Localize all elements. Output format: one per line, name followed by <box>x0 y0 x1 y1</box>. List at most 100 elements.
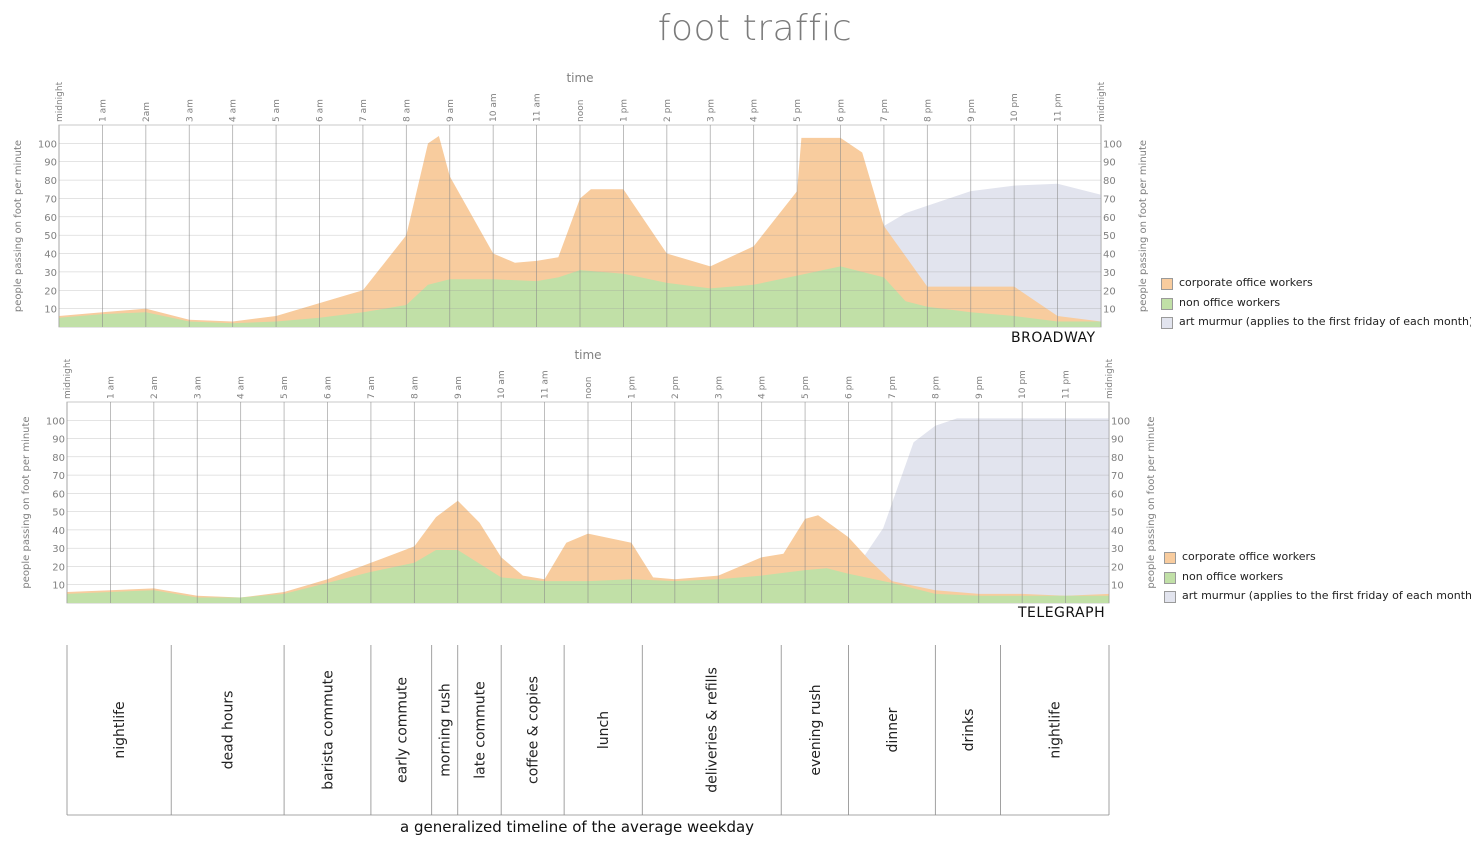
timeline-segment-label: nightlife <box>112 701 128 758</box>
y-tick-label-right: 30 <box>1111 544 1124 555</box>
legend-label-corporate: corporate office workers <box>1179 276 1313 289</box>
y-tick-label-right: 80 <box>1103 176 1116 187</box>
x-tick-label: 9 pm <box>975 376 985 399</box>
y-tick-label-left: 70 <box>52 471 65 482</box>
timeline-caption: a generalized timeline of the average we… <box>400 818 755 836</box>
x-tick-label: 1 am <box>106 376 116 399</box>
x-tick-label: 5 am <box>280 376 290 399</box>
y-tick-label-right: 70 <box>1111 471 1124 482</box>
y-tick-label-right: 70 <box>1103 194 1116 205</box>
x-tick-label: 10 am <box>497 370 507 399</box>
y-tick-label-right: 60 <box>1111 489 1124 500</box>
timeline-segment-label: dinner <box>885 707 901 752</box>
x-tick-label: 4 pm <box>750 99 760 122</box>
timeline-segment-label: deliveries & refills <box>705 667 721 793</box>
legend-label-non-office: non office workers <box>1182 570 1284 583</box>
timeline-segment-label: nightlife <box>1048 701 1064 758</box>
y-tick-label-left: 10 <box>52 581 65 592</box>
y-tick-label-right: 100 <box>1103 139 1122 150</box>
y-tick-label-right: 40 <box>1111 526 1124 537</box>
x-tick-label: 1 am <box>98 99 108 122</box>
x-tick-label: 7 am <box>359 99 369 122</box>
x-tick-label: 11 pm <box>1054 93 1064 122</box>
x-tick-label: 2am <box>142 102 152 122</box>
x-tick-label: noon <box>584 377 594 399</box>
x-tick-label: 5 pm <box>801 376 811 399</box>
y-tick-label-right: 10 <box>1111 581 1124 592</box>
y-tick-label-left: 20 <box>44 286 57 297</box>
timeline-segment-label: drinks <box>961 709 977 752</box>
legend-label-art-murmur: art murmur (applies to the first friday … <box>1179 315 1471 328</box>
timeline-segment-label: barista commute <box>321 670 337 789</box>
x-tick-label: 7 pm <box>888 376 898 399</box>
y-tick-label-right: 20 <box>1103 286 1116 297</box>
x-tick-label: 5 pm <box>793 99 803 122</box>
y-tick-label-left: 60 <box>44 213 57 224</box>
y-tick-label-left: 90 <box>52 435 65 446</box>
x-tick-label: 10 am <box>489 93 499 122</box>
x-tick-label: 3 pm <box>714 376 724 399</box>
y-tick-label-right: 50 <box>1111 508 1124 519</box>
x-tick-label: 8 am <box>410 376 420 399</box>
legend-label-art-murmur: art murmur (applies to the first friday … <box>1182 589 1471 602</box>
x-tick-label: 7 pm <box>880 99 890 122</box>
station-label-telegraph: TELEGRAPH <box>1018 605 1106 621</box>
x-tick-label: 11 am <box>533 93 543 122</box>
x-tick-label: 5 am <box>272 99 282 122</box>
station-label-broadway: BROADWAY <box>1011 330 1096 346</box>
x-tick-label: 8 pm <box>923 99 933 122</box>
x-tick-label: midnight <box>1105 358 1115 399</box>
legend-swatch-corporate <box>1161 278 1173 290</box>
x-tick-label: 3 am <box>185 99 195 122</box>
y-tick-label-right: 30 <box>1103 268 1116 279</box>
legend-swatch-art-murmur <box>1161 317 1173 329</box>
x-tick-label: 2 am <box>150 376 160 399</box>
y-tick-label-left: 80 <box>44 176 57 187</box>
y-tick-label-left: 30 <box>44 268 57 279</box>
x-tick-label: 3 am <box>193 376 203 399</box>
y-tick-label-left: 30 <box>52 544 65 555</box>
y-tick-label-left: 50 <box>52 508 65 519</box>
y-tick-label-right: 40 <box>1103 250 1116 261</box>
x-tick-label: 9 pm <box>967 99 977 122</box>
y-tick-label-left: 80 <box>52 453 65 464</box>
x-tick-label: 3 pm <box>706 99 716 122</box>
y-axis-title-left: people passing on foot per minute <box>21 416 32 588</box>
y-axis-title-left: people passing on foot per minute <box>13 140 24 312</box>
y-tick-label-right: 90 <box>1103 158 1116 169</box>
x-axis-title: time <box>566 71 593 85</box>
x-tick-label: 4 am <box>237 376 247 399</box>
y-tick-label-left: 90 <box>44 158 57 169</box>
y-tick-label-left: 40 <box>44 250 57 261</box>
y-tick-label-left: 100 <box>38 139 57 150</box>
x-tick-label: 11 am <box>541 370 551 399</box>
y-tick-label-left: 40 <box>52 526 65 537</box>
x-tick-label: 1 pm <box>627 376 637 399</box>
y-tick-label-left: 20 <box>52 562 65 573</box>
x-tick-label: 8 pm <box>931 376 941 399</box>
x-tick-label: 6 am <box>324 376 334 399</box>
x-tick-label: 10 pm <box>1018 370 1028 399</box>
timeline-segment-label: dead hours <box>221 691 237 770</box>
x-tick-label: 6 am <box>316 99 326 122</box>
x-tick-label: 6 pm <box>845 376 855 399</box>
legend-label-corporate: corporate office workers <box>1182 550 1316 563</box>
timeline-segment-label: evening rush <box>808 684 824 775</box>
legend-swatch-corporate <box>1164 552 1176 564</box>
x-tick-label: 7 am <box>367 376 377 399</box>
x-tick-label: 2 pm <box>663 99 673 122</box>
timeline-segment-label: morning rush <box>438 683 454 776</box>
legend-label-non-office: non office workers <box>1179 296 1281 309</box>
y-tick-label-right: 60 <box>1103 213 1116 224</box>
x-tick-label: 11 pm <box>1062 370 1072 399</box>
x-tick-label: midnight <box>1097 81 1107 122</box>
legend-swatch-art-murmur <box>1164 591 1176 603</box>
y-tick-label-right: 50 <box>1103 231 1116 242</box>
series-area-art <box>857 418 1109 603</box>
x-tick-label: 9 am <box>446 99 456 122</box>
x-axis-title: time <box>574 348 601 362</box>
chart-broadway: midnight 1 am 2am 3 am 4 am 5 am 6 am 7 am 8 am 9… <box>13 71 1149 328</box>
timeline-segment-label: lunch <box>596 711 612 749</box>
y-tick-label-right: 80 <box>1111 453 1124 464</box>
y-tick-label-left: 50 <box>44 231 57 242</box>
